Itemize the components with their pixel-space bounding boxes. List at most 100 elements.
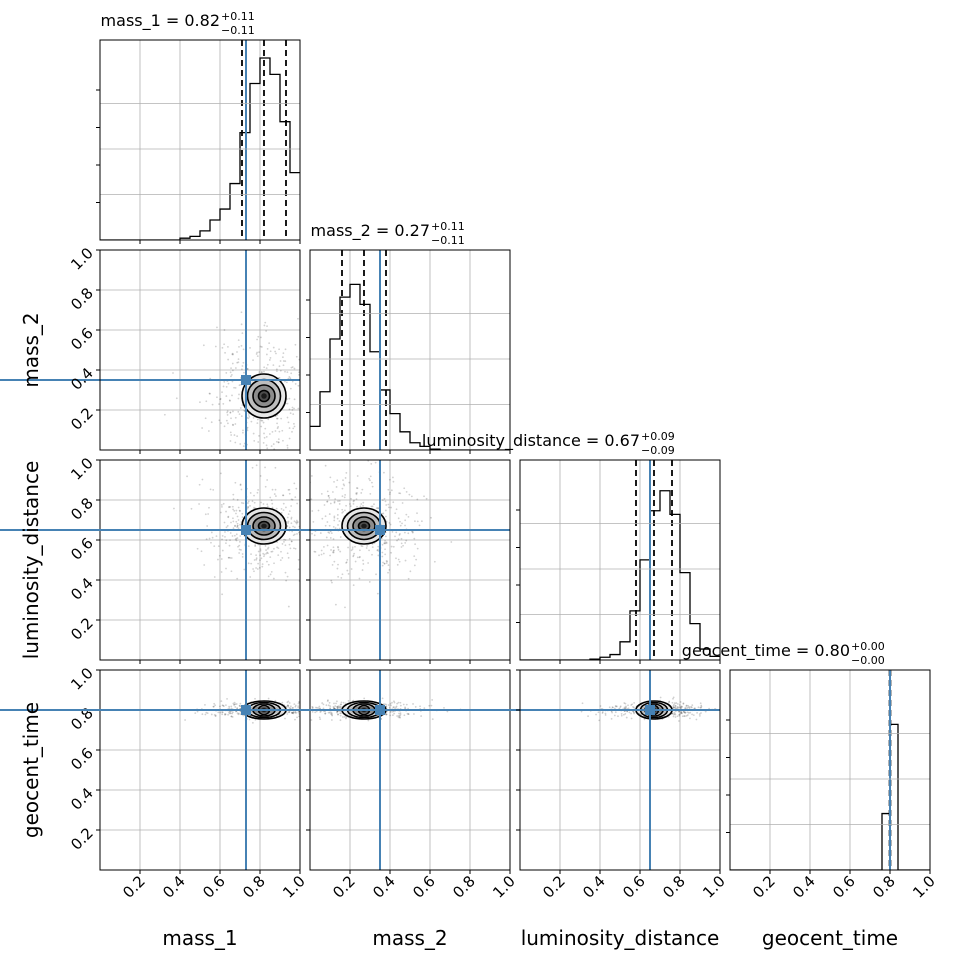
contour-line [252, 384, 276, 408]
sample-point [235, 703, 238, 705]
y-tick-label: 0.2 [67, 824, 97, 854]
sample-point [290, 540, 293, 543]
sample-point [287, 421, 290, 424]
y-tick-label: 0.2 [67, 614, 97, 644]
sample-point [238, 548, 241, 551]
sample-point [212, 705, 215, 708]
x-tick-label: 0.6 [409, 872, 439, 902]
sample-point [699, 706, 702, 709]
sample-point [333, 560, 336, 563]
sample-point [306, 484, 308, 486]
sample-point [224, 351, 226, 354]
sample-point [212, 705, 215, 708]
sample-point [413, 713, 415, 715]
sample-point [307, 408, 309, 410]
histogram-bar [350, 284, 360, 450]
sample-point [381, 555, 384, 558]
sample-point [196, 710, 199, 713]
histogram-bar [390, 414, 400, 450]
sample-point [333, 501, 336, 504]
sample-point [296, 521, 298, 524]
contour-line [241, 373, 287, 419]
sample-point [278, 348, 280, 351]
sample-point [247, 414, 250, 416]
sample-point [284, 544, 287, 547]
sample-point [310, 475, 313, 477]
sample-point [291, 498, 294, 501]
sample-point [223, 329, 226, 331]
sample-point [201, 713, 204, 716]
sample-point [266, 503, 269, 506]
sample-point [239, 523, 241, 526]
sample-point [406, 712, 409, 715]
sample-point [233, 701, 236, 704]
sample-point [678, 706, 680, 709]
sample-point [679, 706, 682, 709]
sample-point [239, 407, 242, 409]
sample-point [370, 463, 373, 465]
sample-point [320, 553, 323, 556]
sample-point [267, 552, 269, 555]
sample-point [288, 427, 291, 429]
sample-point [614, 705, 617, 707]
sample-point [279, 360, 282, 362]
sample-point [266, 551, 269, 554]
sample-point [255, 558, 258, 561]
sample-point [262, 421, 265, 424]
contour-line [341, 507, 387, 545]
scatter-panel-luminosity_distance-vs-geocent_time: 0.2 0.4 0.6 0.8 1.0 [120, 669, 729, 902]
sample-point [239, 535, 242, 537]
sample-point [247, 506, 249, 508]
sample-point [270, 570, 273, 573]
sample-point [331, 712, 333, 715]
sample-point [294, 704, 297, 707]
sample-point [371, 505, 374, 508]
sample-point [354, 545, 356, 548]
sample-point [388, 568, 391, 571]
sample-point [675, 702, 678, 704]
title-main: geocent_time = 0.80 [682, 641, 850, 661]
sample-point [413, 537, 416, 540]
sample-point [341, 573, 344, 576]
sample-point [247, 471, 249, 473]
sample-point [264, 427, 267, 430]
sample-point [399, 716, 401, 719]
sample-point [339, 536, 342, 538]
sample-point [287, 700, 290, 703]
sample-point [254, 718, 257, 721]
sample-point [290, 522, 293, 525]
sample-point [315, 553, 317, 555]
sample-point [350, 568, 353, 570]
sample-point [401, 502, 404, 504]
sample-point [297, 705, 300, 708]
sample-point [261, 565, 264, 568]
sample-point [338, 500, 341, 502]
sample-point [680, 712, 682, 714]
sample-point [325, 704, 328, 707]
sample-point [246, 368, 249, 370]
sample-point [237, 506, 240, 509]
sample-point [238, 384, 241, 387]
sample-point [285, 381, 288, 384]
sample-point [425, 497, 428, 500]
sample-point [206, 712, 209, 715]
sample-point [341, 508, 344, 511]
sample-point [316, 412, 318, 414]
sample-point [320, 549, 323, 552]
sample-point [383, 562, 386, 565]
sample-point [267, 697, 270, 700]
sample-point [258, 371, 261, 373]
sample-point [302, 369, 304, 371]
sample-point [295, 487, 298, 490]
sample-point [242, 502, 245, 505]
sample-point [393, 701, 396, 704]
sample-point [251, 721, 254, 724]
sample-point [387, 488, 390, 491]
sample-point [225, 539, 228, 542]
sample-point [260, 346, 263, 348]
sample-point [339, 707, 342, 709]
sample-point [347, 546, 349, 549]
sample-point [327, 704, 330, 707]
sample-point [608, 706, 611, 709]
sample-point [288, 543, 291, 546]
